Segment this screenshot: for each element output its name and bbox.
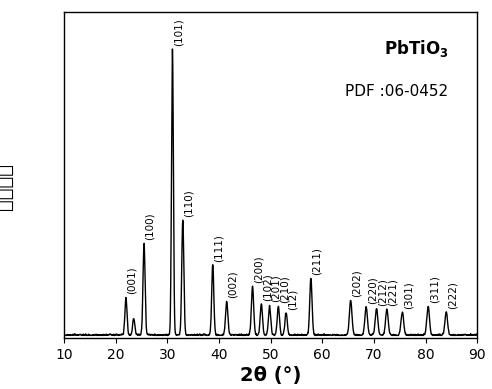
Text: (210): (210) xyxy=(279,276,289,303)
Text: (222): (222) xyxy=(447,281,457,309)
Text: (002): (002) xyxy=(228,271,238,298)
Text: (221): (221) xyxy=(388,278,398,306)
Text: (212): (212) xyxy=(377,278,388,306)
Text: (201): (201) xyxy=(271,275,280,302)
Text: (311): (311) xyxy=(429,275,439,303)
Text: (100): (100) xyxy=(145,213,155,240)
Text: (202): (202) xyxy=(352,270,362,297)
Text: PDF :06-0452: PDF :06-0452 xyxy=(345,84,448,98)
Text: (111): (111) xyxy=(214,234,224,262)
Text: (200): (200) xyxy=(253,256,264,283)
Text: (211): (211) xyxy=(312,247,322,275)
Text: (301): (301) xyxy=(403,281,413,309)
Text: (102): (102) xyxy=(262,273,273,301)
X-axis label: 2θ (°): 2θ (°) xyxy=(240,366,301,385)
Text: (12): (12) xyxy=(287,289,297,310)
Text: $\mathbf{PbTiO_3}$: $\mathbf{PbTiO_3}$ xyxy=(384,38,448,59)
Text: (110): (110) xyxy=(184,189,194,217)
Text: 衅射强度: 衅射强度 xyxy=(0,163,14,210)
Text: (001): (001) xyxy=(127,267,137,294)
Text: (220): (220) xyxy=(367,276,377,303)
Text: (101): (101) xyxy=(174,18,184,46)
